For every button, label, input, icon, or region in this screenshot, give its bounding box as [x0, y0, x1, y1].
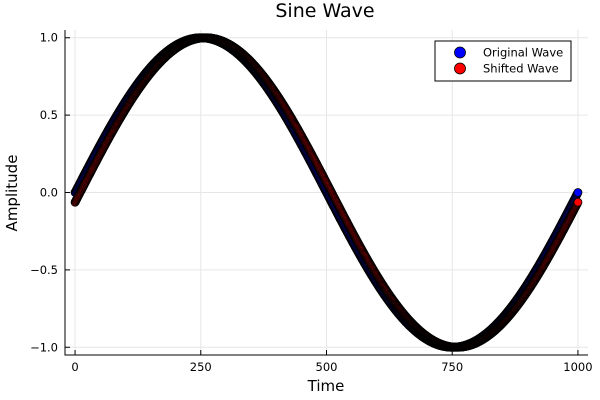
legend-marker-shifted: [454, 62, 466, 75]
x-tick-label: 750: [441, 360, 463, 374]
legend: Original Wave Shifted Wave: [434, 40, 572, 82]
y-ticks: −1.0 −0.5 0.0 0.5 1.0: [30, 31, 70, 354]
chart-title: Sine Wave: [275, 0, 374, 22]
x-tick-label: 250: [190, 360, 212, 374]
data-point: [573, 197, 583, 207]
x-tick-label: 0: [71, 360, 78, 374]
x-tick-label: 500: [316, 360, 338, 374]
x-tick-label: 1000: [563, 360, 592, 374]
y-axis-label: Amplitude: [3, 155, 21, 232]
y-tick-label: −1.0: [30, 340, 58, 354]
data-points: [70, 33, 583, 352]
legend-label-shifted: Shifted Wave: [483, 62, 559, 76]
axis-spines: [64, 30, 588, 356]
x-axis-label: Time: [307, 377, 345, 395]
series-shifted: [70, 33, 583, 352]
y-tick-label: 0.5: [40, 108, 58, 122]
y-tick-label: −0.5: [30, 263, 58, 277]
x-ticks: 0 250 500 750 1000: [71, 350, 593, 374]
y-tick-label: 1.0: [40, 31, 58, 45]
data-point: [573, 188, 583, 197]
legend-label-original: Original Wave: [483, 46, 563, 60]
legend-marker-original: [454, 46, 466, 59]
y-tick-label: 0.0: [40, 186, 58, 200]
